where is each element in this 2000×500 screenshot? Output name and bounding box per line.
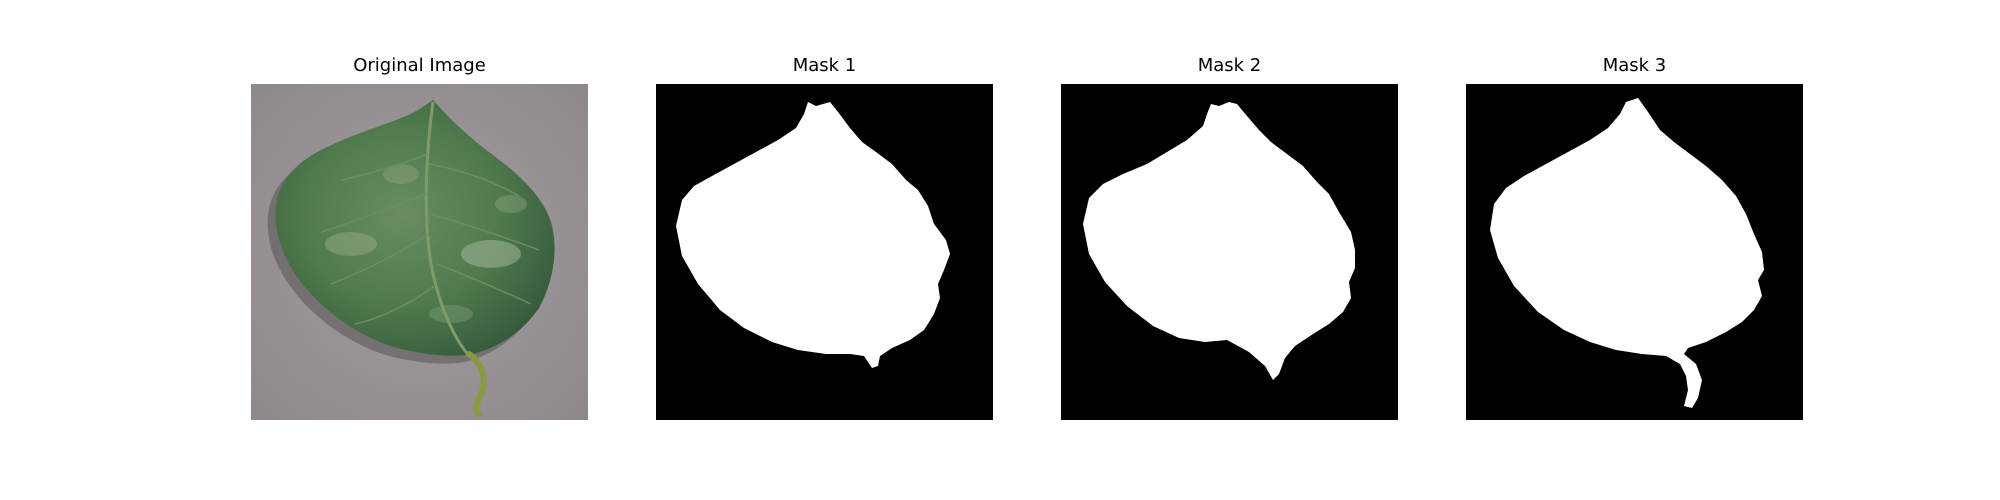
original-leaf-photo [251, 84, 588, 420]
leaf-stem [466, 351, 487, 417]
leaf-midrib [424, 101, 471, 357]
panel-mask-3: Mask 3 [1466, 55, 1803, 420]
panel-mask-2: Mask 2 [1061, 55, 1398, 420]
panel-mask-1: Mask 1 [656, 55, 993, 420]
mask-1-image [656, 84, 993, 420]
panel-title: Mask 2 [1197, 55, 1262, 76]
mask-1-region [676, 102, 950, 368]
panel-title: Mask 3 [1602, 55, 1667, 76]
mask-3-image [1466, 84, 1803, 420]
mask-3-region [1490, 98, 1764, 408]
mask-2-region [1083, 102, 1355, 380]
panel-title: Original Image [353, 55, 486, 76]
mask-2-image [1061, 84, 1398, 420]
panel-title: Mask 1 [792, 55, 857, 76]
leaf-blade [275, 100, 555, 356]
panel-original-image: Original Image [251, 55, 588, 420]
